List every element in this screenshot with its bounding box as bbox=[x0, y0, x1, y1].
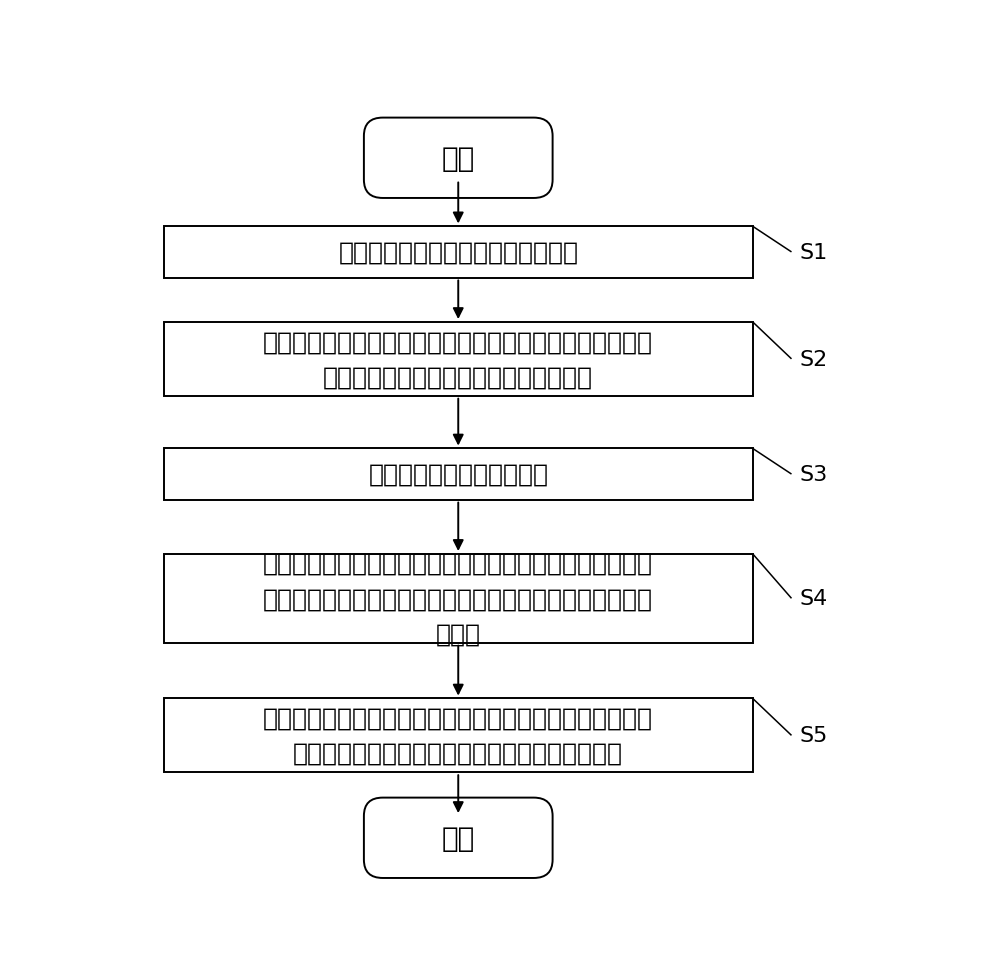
Bar bbox=[164, 449, 753, 500]
Text: 对采集的遥感图像集进行预处理，构建样本图像数据集，并
将样本图像数据集划分为训练集和验证集: 对采集的遥感图像集进行预处理，构建样本图像数据集，并 将样本图像数据集划分为训练… bbox=[263, 330, 653, 389]
Text: S5: S5 bbox=[799, 726, 828, 745]
Text: S4: S4 bbox=[799, 589, 828, 609]
FancyBboxPatch shape bbox=[364, 118, 553, 198]
Bar bbox=[164, 227, 753, 278]
Text: 通过无人机采集地面物体的遥感图像: 通过无人机采集地面物体的遥感图像 bbox=[338, 240, 578, 265]
Bar bbox=[164, 699, 753, 773]
Text: 开始: 开始 bbox=[442, 145, 475, 173]
Text: 将待识别的遥感图像输入训练完成的神经网络分类模型中，
得到地面物体分类结果，实现遥感图像的地物分类: 将待识别的遥感图像输入训练完成的神经网络分类模型中， 得到地面物体分类结果，实现… bbox=[263, 706, 653, 765]
Text: 将训练集输入神经网络分类模型中进行训练，并采用验证集
对训练过程中的参数进行调整，得到训练完成的神经网络分
类模型: 将训练集输入神经网络分类模型中进行训练，并采用验证集 对训练过程中的参数进行调整… bbox=[263, 551, 653, 646]
Text: 结束: 结束 bbox=[442, 824, 475, 852]
FancyBboxPatch shape bbox=[364, 798, 553, 878]
Bar bbox=[164, 554, 753, 643]
Text: S3: S3 bbox=[799, 465, 828, 485]
Text: S1: S1 bbox=[799, 242, 828, 263]
Bar bbox=[164, 322, 753, 397]
Text: 构建神经网络语义分割模型: 构建神经网络语义分割模型 bbox=[368, 462, 548, 487]
Text: S2: S2 bbox=[799, 350, 828, 369]
